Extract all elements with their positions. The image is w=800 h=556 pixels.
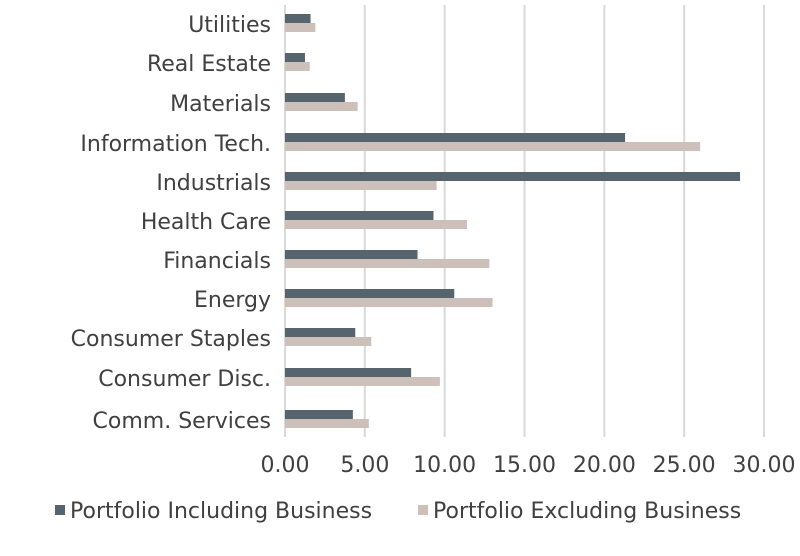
bar-including xyxy=(285,93,345,102)
bar-including xyxy=(285,289,455,298)
legend-label: Portfolio Including Business xyxy=(70,499,372,524)
bar-excluding xyxy=(285,102,358,111)
bar-including xyxy=(285,368,412,377)
x-tick-label: 0.00 xyxy=(261,453,310,478)
category-label: Utilities xyxy=(188,13,271,38)
bar-including xyxy=(285,133,626,142)
category-label: Health Care xyxy=(141,210,271,235)
bar-excluding xyxy=(285,337,372,346)
bar-excluding xyxy=(285,259,490,268)
bar-including xyxy=(285,328,356,337)
x-tick-label: 30.00 xyxy=(733,453,796,478)
category-label: Comm. Services xyxy=(93,409,271,434)
category-label: Industrials xyxy=(156,171,271,196)
bar-excluding xyxy=(285,62,310,71)
category-label: Real Estate xyxy=(147,52,271,77)
bar-including xyxy=(285,53,305,62)
category-label: Consumer Staples xyxy=(71,327,271,352)
bar-excluding xyxy=(285,142,701,151)
legend-swatch xyxy=(55,505,65,515)
bar-excluding xyxy=(285,298,493,307)
bar-excluding xyxy=(285,419,369,428)
category-label: Consumer Disc. xyxy=(98,367,271,392)
bar-including xyxy=(285,250,418,259)
x-tick-label: 15.00 xyxy=(493,453,556,478)
x-tick-label: 25.00 xyxy=(653,453,716,478)
category-label: Materials xyxy=(170,92,271,117)
bar-including xyxy=(285,410,353,419)
category-label: Energy xyxy=(194,288,271,313)
bar-excluding xyxy=(285,377,440,386)
legend-label: Portfolio Excluding Business xyxy=(433,499,741,524)
bar-including xyxy=(285,211,434,220)
legend-swatch xyxy=(418,505,428,515)
category-label: Information Tech. xyxy=(80,132,271,157)
category-label: Financials xyxy=(163,249,271,274)
bar-excluding xyxy=(285,181,437,190)
bar-including xyxy=(285,14,311,23)
x-tick-label: 5.00 xyxy=(340,453,389,478)
bar-excluding xyxy=(285,220,468,229)
x-tick-label: 10.00 xyxy=(413,453,476,478)
bar-including xyxy=(285,172,741,181)
x-tick-label: 20.00 xyxy=(573,453,636,478)
bar-excluding xyxy=(285,23,316,32)
